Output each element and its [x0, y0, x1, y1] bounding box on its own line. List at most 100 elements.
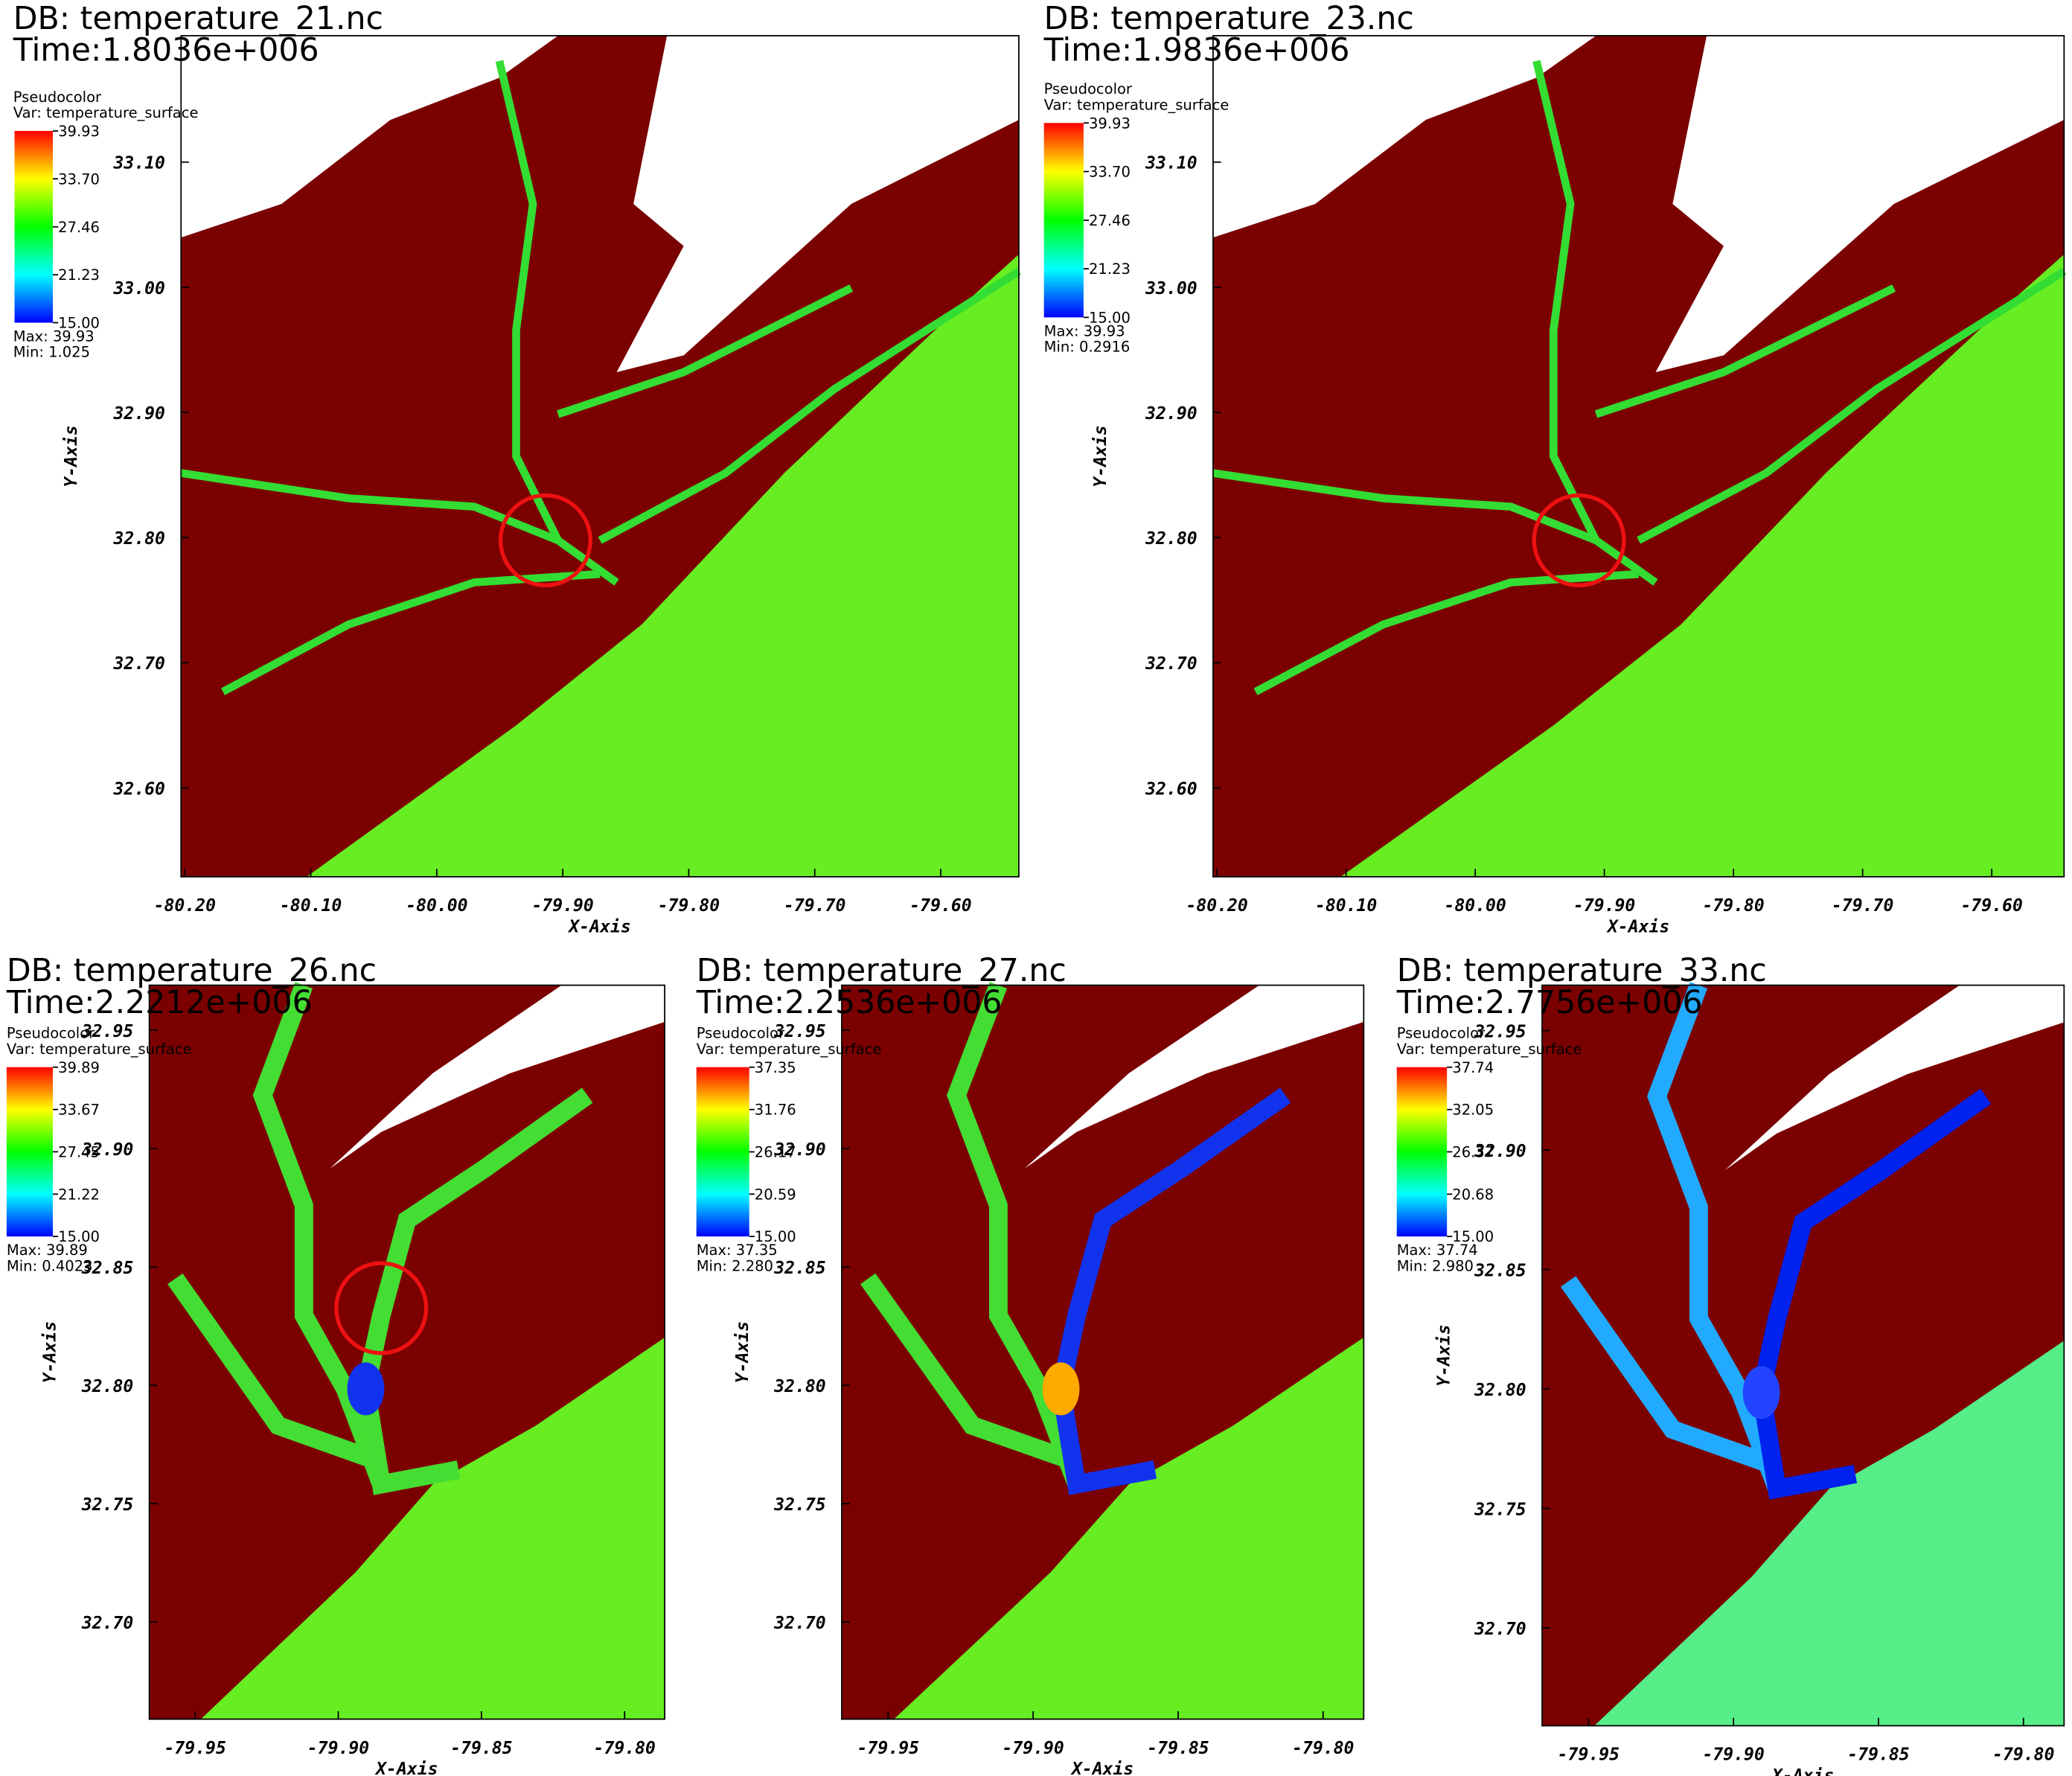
- no-data: [181, 35, 558, 238]
- river: [860, 1273, 1080, 1472]
- legend-var: Var: temperature_surface: [1044, 96, 1230, 113]
- no-data: [329, 985, 665, 1169]
- y-tick-label: 32.95: [81, 1022, 133, 1041]
- colorbar-label: 33.70: [1089, 164, 1131, 181]
- ocean: [307, 254, 1019, 877]
- colorbar-label: 15.00: [1452, 1228, 1494, 1245]
- colorbar: [696, 1067, 749, 1237]
- ocean: [200, 1337, 665, 1719]
- plot-frame: [1541, 984, 2065, 1727]
- y-axis-label: Y-Axis: [62, 425, 81, 487]
- legend-title: Pseudocolor: [1044, 80, 1133, 98]
- panel-time: Time:2.2212e+006: [6, 984, 313, 1021]
- no-data: [1724, 985, 2065, 1171]
- river: [221, 569, 601, 696]
- river: [167, 1273, 385, 1472]
- river: [180, 469, 560, 544]
- y-tick-label: 32.85: [773, 1259, 825, 1278]
- x-tick-label: -79.70: [1832, 896, 1893, 916]
- x-tick-label: -79.80: [1702, 896, 1764, 916]
- colorbar-label: 21.22: [58, 1186, 100, 1203]
- y-tick-label: 32.95: [773, 1022, 825, 1041]
- estuary: [347, 1362, 385, 1416]
- colorbar-label: 20.59: [755, 1186, 796, 1203]
- legend-title: Pseudocolor: [7, 1025, 95, 1042]
- y-tick-label: 33.00: [112, 279, 164, 298]
- x-tick-label: -79.60: [1961, 896, 2023, 916]
- y-tick-label: 32.95: [1474, 1022, 1526, 1041]
- y-tick-label: 32.90: [112, 404, 164, 424]
- colorbar-label: 15.00: [1089, 309, 1131, 326]
- x-axis-label: X-Axis: [374, 1760, 438, 1776]
- colorbar: [1396, 1067, 1448, 1237]
- colorbar-label: 21.23: [1089, 261, 1131, 278]
- y-tick-label: 32.80: [1145, 529, 1197, 549]
- highlight-circle: [498, 493, 592, 587]
- y-axis-label: Y-Axis: [1435, 1324, 1454, 1386]
- x-tick-label: -79.90: [1002, 1739, 1064, 1758]
- y-tick-label: 32.70: [112, 654, 164, 674]
- colorbar-label: 27.46: [1089, 212, 1131, 229]
- colorbar-label: 15.00: [58, 1228, 100, 1245]
- colorbar: [1043, 123, 1084, 318]
- y-axis-label: Y-Axis: [733, 1321, 752, 1383]
- panel-time: Time:1.9836e+006: [1043, 32, 1350, 69]
- legend-var: Var: temperature_surface: [697, 1041, 882, 1058]
- y-tick-label: 32.75: [1474, 1500, 1526, 1519]
- colorbar-label: 37.74: [1452, 1059, 1494, 1076]
- x-tick-label: -79.80: [594, 1739, 656, 1758]
- colorbar-label: 37.35: [755, 1059, 796, 1076]
- x-axis-label: X-Axis: [1771, 1766, 1834, 1776]
- x-tick-label: -79.60: [909, 896, 971, 916]
- plot-frame: [841, 984, 1365, 1720]
- x-tick-label: -79.90: [1573, 896, 1635, 916]
- y-tick-label: 32.70: [1145, 654, 1197, 674]
- ocean: [894, 1337, 1364, 1719]
- colorbar-label: 26.37: [1452, 1144, 1494, 1161]
- legend-title: Pseudocolor: [697, 1025, 785, 1042]
- legend-max: Max: 39.93: [13, 328, 95, 345]
- x-tick-label: -79.90: [307, 1739, 369, 1758]
- ocean: [1340, 254, 2065, 877]
- river: [1212, 469, 1598, 544]
- y-tick-label: 32.70: [81, 1614, 133, 1633]
- y-tick-label: 32.90: [773, 1140, 825, 1160]
- y-tick-label: 32.60: [112, 779, 164, 799]
- x-tick-label: -80.20: [1186, 896, 1247, 916]
- x-tick-label: -79.85: [450, 1739, 512, 1758]
- river: [1253, 569, 1639, 696]
- river: [598, 267, 1021, 544]
- x-tick-label: -80.10: [1315, 896, 1377, 916]
- x-tick-label: -79.85: [1847, 1745, 1909, 1765]
- river: [1560, 1276, 1780, 1475]
- no-data: [1024, 985, 1364, 1169]
- estuary: [1042, 1362, 1080, 1416]
- x-tick-label: -79.80: [658, 896, 720, 916]
- colorbar-label: 20.68: [1452, 1186, 1494, 1203]
- x-tick-label: -80.10: [280, 896, 342, 916]
- map: [180, 35, 1021, 877]
- legend-title: Pseudocolor: [1397, 1025, 1486, 1042]
- colorbar-label: 31.76: [755, 1102, 796, 1119]
- colorbar-label: 39.93: [1089, 115, 1131, 132]
- panel-title: DB: temperature_21.nc: [13, 0, 383, 37]
- y-tick-label: 32.85: [81, 1259, 133, 1278]
- map: [842, 982, 1364, 1719]
- legend-title: Pseudocolor: [13, 89, 102, 106]
- x-tick-label: -79.85: [1147, 1739, 1209, 1758]
- panel-time: Time:1.8036e+006: [13, 32, 319, 69]
- river: [1594, 284, 1896, 418]
- y-tick-label: 32.70: [1474, 1620, 1526, 1639]
- colorbar-label: 33.70: [58, 170, 100, 188]
- colorbar-label: 26.17: [755, 1144, 796, 1161]
- legend-min: Min: 0.2916: [1044, 339, 1131, 356]
- river: [495, 60, 619, 586]
- legend-max: Max: 39.89: [7, 1242, 88, 1259]
- map: [1212, 35, 2067, 877]
- colorbar-label: 39.93: [58, 123, 100, 140]
- y-tick-label: 32.90: [1474, 1142, 1526, 1161]
- x-tick-label: -80.00: [406, 896, 467, 916]
